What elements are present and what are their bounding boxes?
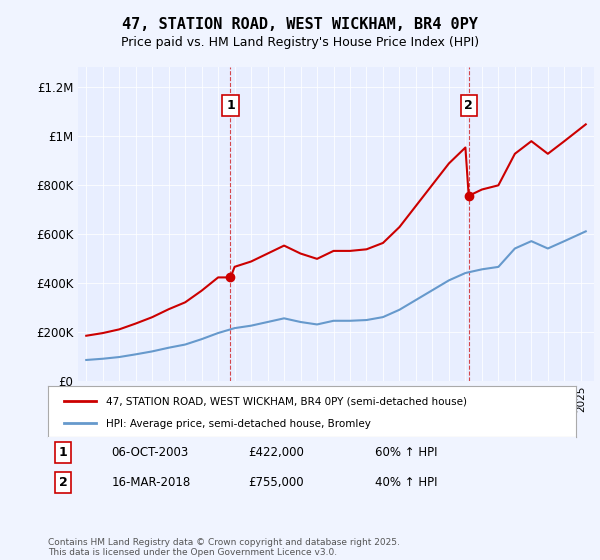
Text: HPI: Average price, semi-detached house, Bromley: HPI: Average price, semi-detached house,… — [106, 419, 371, 429]
Text: 47, STATION ROAD, WEST WICKHAM, BR4 0PY (semi-detached house): 47, STATION ROAD, WEST WICKHAM, BR4 0PY … — [106, 396, 467, 407]
Text: 2: 2 — [464, 99, 473, 112]
Text: 1: 1 — [59, 446, 67, 459]
Text: 60% ↑ HPI: 60% ↑ HPI — [376, 446, 438, 459]
Text: 2: 2 — [59, 476, 67, 489]
Text: Contains HM Land Registry data © Crown copyright and database right 2025.
This d: Contains HM Land Registry data © Crown c… — [48, 538, 400, 557]
Text: £422,000: £422,000 — [248, 446, 305, 459]
Text: 47, STATION ROAD, WEST WICKHAM, BR4 0PY: 47, STATION ROAD, WEST WICKHAM, BR4 0PY — [122, 17, 478, 32]
Text: £755,000: £755,000 — [248, 476, 304, 489]
Text: 40% ↑ HPI: 40% ↑ HPI — [376, 476, 438, 489]
Text: 1: 1 — [226, 99, 235, 112]
Text: 16-MAR-2018: 16-MAR-2018 — [112, 476, 191, 489]
Text: 06-OCT-2003: 06-OCT-2003 — [112, 446, 188, 459]
Text: Price paid vs. HM Land Registry's House Price Index (HPI): Price paid vs. HM Land Registry's House … — [121, 36, 479, 49]
